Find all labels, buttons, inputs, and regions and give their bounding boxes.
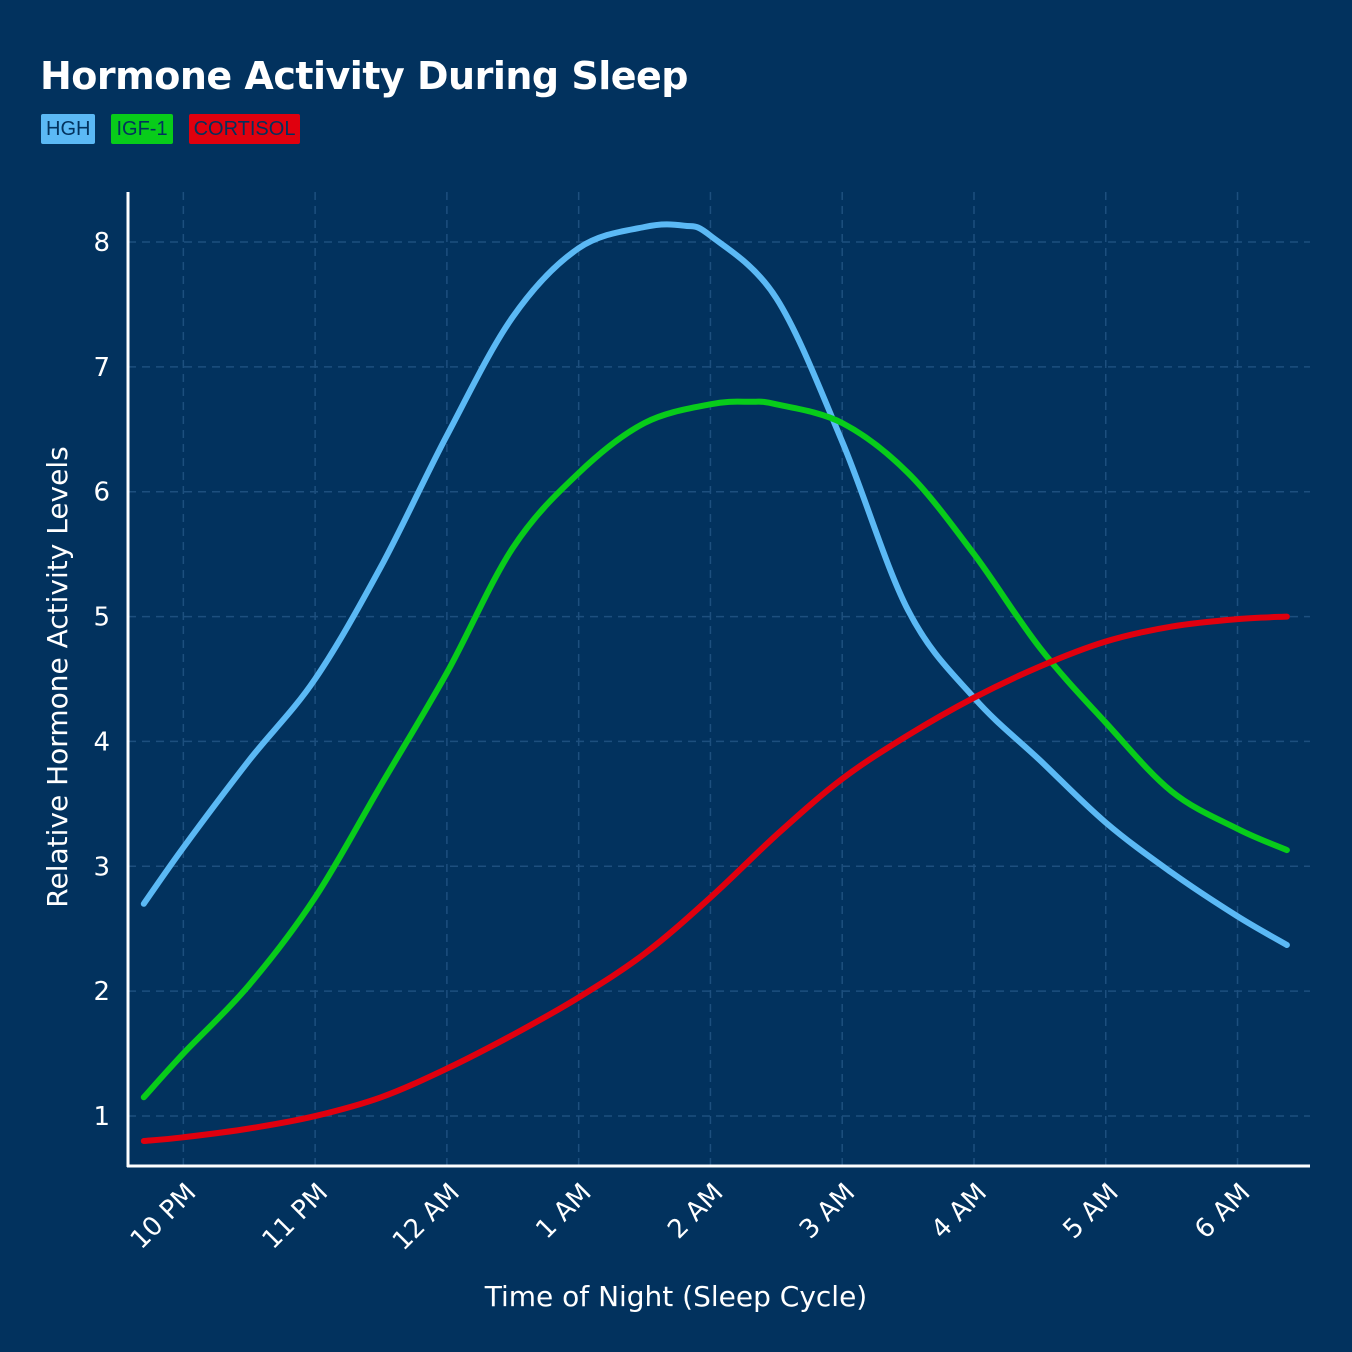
y-tick-labels: 1 2 3 4 5 6 7 8 <box>93 228 110 1132</box>
y-axis-title: Relative Hormone Activity Levels <box>41 446 74 907</box>
x-tick-label: 3 AM <box>794 1178 861 1245</box>
x-tick-label: 5 AM <box>1058 1178 1125 1245</box>
x-tick-label: 4 AM <box>926 1178 993 1245</box>
axes <box>126 192 1310 1168</box>
x-tick-labels: 10 PM 11 PM 12 AM 1 AM 2 AM 3 AM 4 AM 5 AM 6 AM <box>125 1178 1257 1257</box>
legend-item-cortisol: CORTISOL <box>188 114 301 144</box>
x-tick-label: 2 AM <box>662 1178 729 1245</box>
legend-item-igf1: IGF-1 <box>111 114 173 144</box>
series-line-cortisol <box>140 613 1290 1144</box>
y-tick-label: 7 <box>93 353 110 383</box>
x-axis-title: Time of Night (Sleep Cycle) <box>484 1280 867 1313</box>
x-tick-label: 11 PM <box>257 1178 334 1255</box>
legend-item-hgh: HGH <box>41 114 96 144</box>
y-tick-label: 5 <box>93 603 110 633</box>
grid <box>128 192 1310 1166</box>
y-tick-label: 2 <box>93 977 110 1007</box>
series-line-hgh <box>140 221 1290 948</box>
y-tick-label: 8 <box>93 228 110 258</box>
x-tick-label: 12 AM <box>387 1178 466 1257</box>
y-tick-label: 1 <box>93 1102 110 1132</box>
x-tick-label: 1 AM <box>530 1178 597 1245</box>
legend: HGH IGF-1 CORTISOL <box>41 114 301 144</box>
series-lines <box>140 221 1290 1144</box>
chart-title: Hormone Activity During Sleep <box>40 54 688 98</box>
y-tick-label: 3 <box>93 852 110 882</box>
series-line-igf1 <box>140 398 1290 1101</box>
x-tick-label: 10 PM <box>125 1178 202 1255</box>
x-tick-label: 6 AM <box>1189 1178 1256 1245</box>
y-tick-label: 4 <box>93 727 110 757</box>
y-tick-label: 6 <box>93 478 110 508</box>
